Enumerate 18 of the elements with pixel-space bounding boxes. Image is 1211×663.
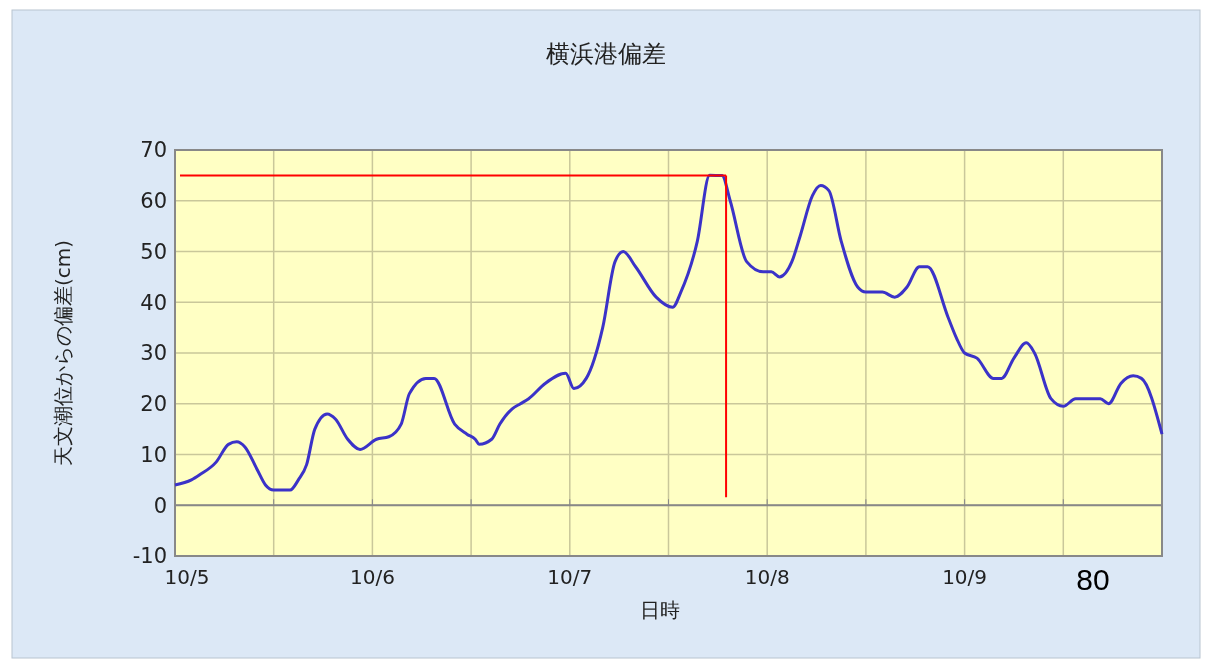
chart-title: 横浜港偏差: [545, 40, 666, 68]
y-tick-label: 60: [140, 189, 167, 214]
y-axis-title: 天文潮位からの偏差(cm): [51, 239, 75, 467]
y-tick-label: 10: [140, 442, 167, 467]
y-tick-label: 0: [153, 493, 167, 518]
x-tick-label: 10/9: [942, 565, 988, 589]
x-tick-label: 10/8: [744, 565, 790, 589]
x-tick-label: 10/5: [164, 565, 210, 589]
y-tick-label: 40: [140, 290, 167, 315]
x-tick-label: 10/7: [547, 565, 593, 589]
y-tick-label: 20: [140, 392, 167, 417]
y-tick-label: 30: [140, 341, 167, 366]
text: 80: [1076, 563, 1110, 596]
y-tick-label: -10: [132, 544, 167, 569]
x-tick-label: 10/6: [349, 565, 395, 589]
x-axis-title: 日時: [640, 598, 680, 622]
y-tick-label: 70: [140, 138, 167, 163]
y-tick-label: 50: [140, 239, 167, 264]
